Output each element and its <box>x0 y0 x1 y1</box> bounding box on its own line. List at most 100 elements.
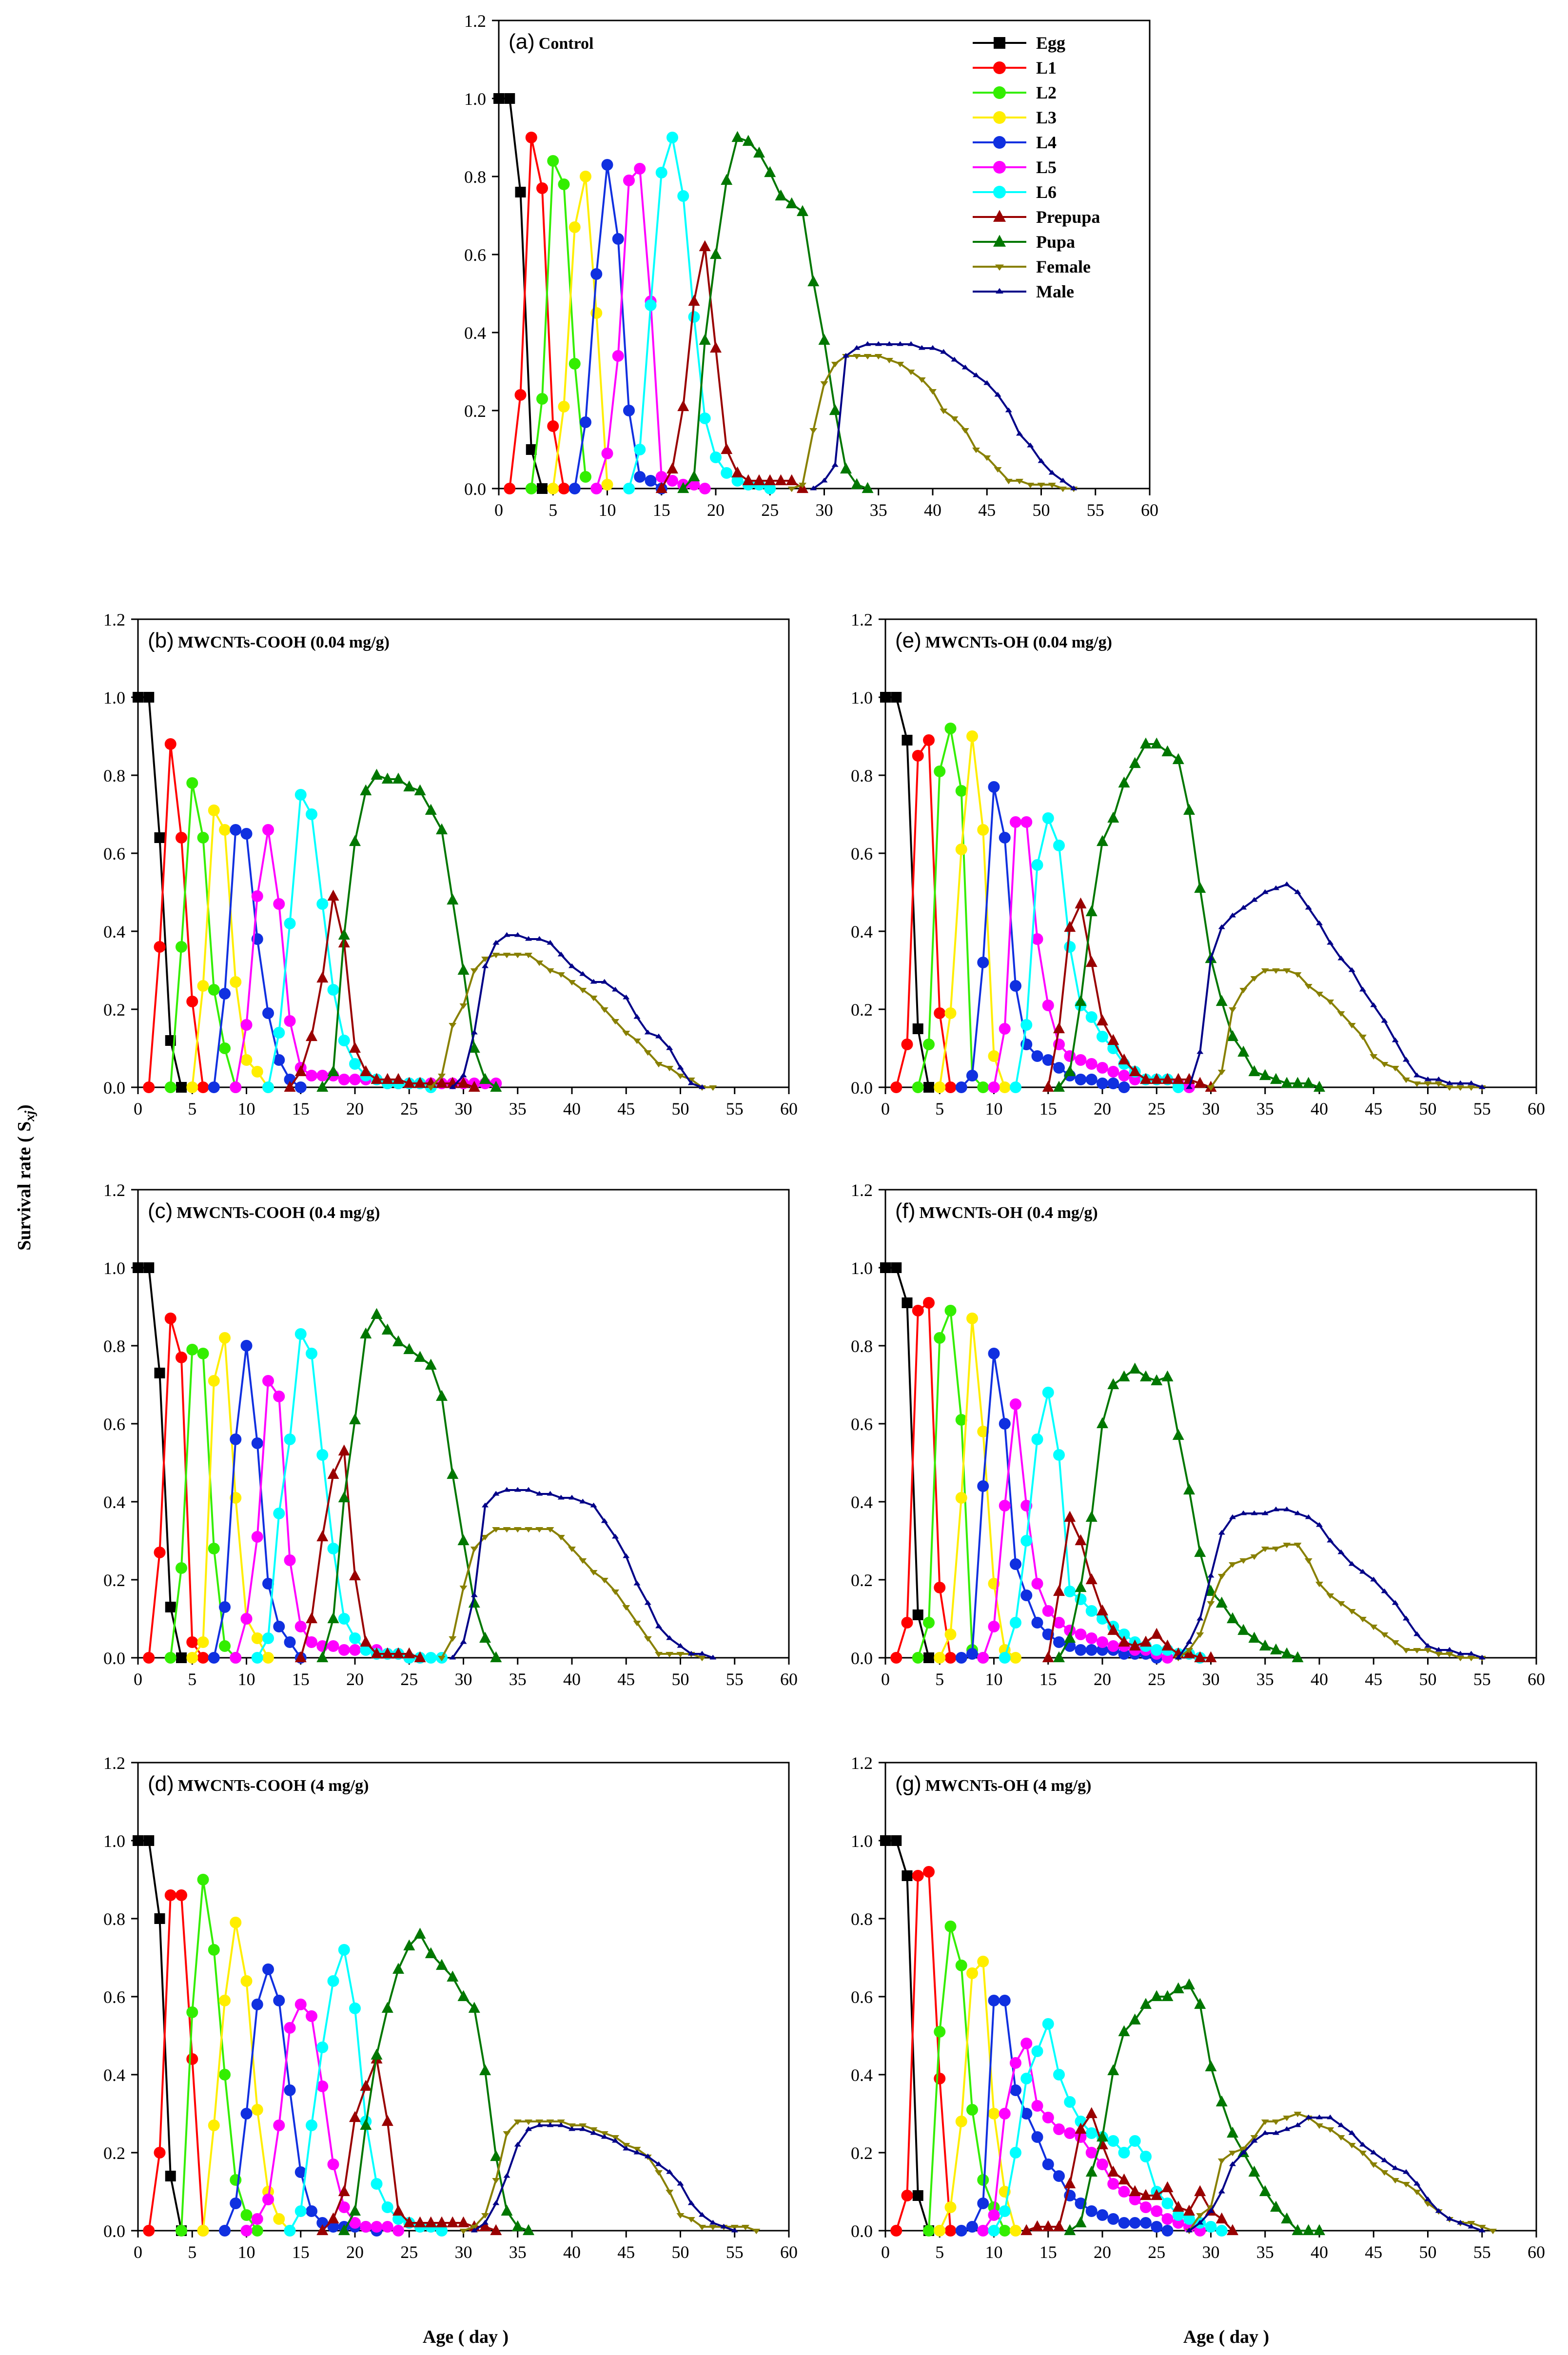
data-point <box>327 1543 339 1554</box>
x-tick-label: 25 <box>400 1099 418 1119</box>
data-point <box>219 1332 231 1344</box>
data-point <box>579 1498 587 1504</box>
data-point <box>273 1391 285 1402</box>
data-point <box>349 1632 361 1644</box>
data-point <box>392 1073 404 1084</box>
data-point <box>316 1449 329 1461</box>
data-point <box>983 455 991 461</box>
data-point <box>481 1535 489 1541</box>
data-point <box>1151 1073 1163 1084</box>
series-line <box>451 1489 713 1659</box>
data-point <box>934 1582 946 1593</box>
x-tick-label: 30 <box>1202 1099 1220 1119</box>
data-point <box>460 1639 467 1644</box>
series-line <box>180 1879 258 2232</box>
data-point <box>1370 2162 1378 2168</box>
data-point <box>525 1487 532 1492</box>
data-point <box>306 2010 317 2022</box>
data-point <box>381 2115 393 2126</box>
legend-item-l2: L2 <box>973 83 1057 102</box>
data-point <box>977 957 989 968</box>
data-point <box>1129 757 1141 768</box>
data-point <box>1305 1514 1312 1519</box>
legend-item-l1: L1 <box>973 58 1057 78</box>
data-point <box>891 692 902 703</box>
series-line <box>895 1870 952 2231</box>
data-point <box>1413 2190 1421 2196</box>
panel-title: (a) Control <box>509 30 594 54</box>
data-point <box>1294 889 1301 894</box>
data-point <box>966 1070 978 1081</box>
panel-letter: (c) <box>148 1199 173 1223</box>
x-tick-label: 35 <box>1256 1669 1274 1689</box>
data-point <box>699 334 711 345</box>
data-point <box>902 735 913 746</box>
data-point <box>688 479 700 491</box>
data-point <box>666 2169 673 2174</box>
data-point <box>447 2216 459 2228</box>
data-point <box>208 984 220 996</box>
data-point <box>655 1062 663 1068</box>
data-point <box>1172 2200 1184 2212</box>
data-point <box>579 988 587 994</box>
data-point <box>1129 1639 1141 1651</box>
data-point <box>622 1605 630 1611</box>
series-pupa <box>338 1927 534 2236</box>
data-point <box>944 1652 957 1664</box>
data-point <box>1140 1635 1152 1647</box>
data-point <box>1042 812 1054 824</box>
data-point <box>547 155 559 167</box>
data-point <box>1248 2165 1260 2177</box>
data-point <box>1194 2185 1206 2197</box>
data-point <box>392 1335 404 1347</box>
data-point <box>1161 2198 1174 2209</box>
data-point <box>1085 2127 1098 2139</box>
series-female <box>1207 968 1486 1091</box>
data-point <box>1381 1018 1388 1023</box>
series-pupa <box>1064 1978 1325 2236</box>
x-tick-label: 45 <box>978 500 996 520</box>
data-point <box>612 350 624 362</box>
legend-label: L4 <box>1036 133 1057 152</box>
x-tick-label: 30 <box>455 2242 472 2262</box>
data-point <box>479 1073 491 1084</box>
data-point <box>1129 1362 1141 1374</box>
data-point <box>436 1390 448 1401</box>
data-point <box>1434 1081 1443 1087</box>
legend: Egg L1 L2 L3 L4 L5 L6 Prepupa Pupa Female Male <box>973 33 1100 301</box>
data-point <box>1413 1631 1421 1636</box>
data-point <box>912 1870 924 1882</box>
data-point <box>875 341 882 346</box>
data-point <box>1118 2217 1130 2229</box>
data-point <box>1020 2038 1033 2049</box>
data-point <box>1161 2225 1174 2237</box>
data-point <box>1402 1648 1410 1654</box>
data-point <box>251 2213 263 2225</box>
series-line <box>1177 1509 1483 1659</box>
data-point <box>1107 1066 1119 1078</box>
data-point <box>294 1999 307 2010</box>
data-point <box>481 2213 489 2219</box>
data-point <box>327 1640 339 1652</box>
series-egg <box>133 1262 187 1663</box>
series-l6 <box>262 789 437 1093</box>
data-point <box>525 953 532 959</box>
panel-title: (f) MWCNTs-OH (0.4 mg/g) <box>895 1199 1098 1223</box>
data-point <box>709 2219 717 2225</box>
data-point <box>1313 1080 1325 1092</box>
data-point <box>810 485 817 491</box>
data-point <box>251 1437 263 1449</box>
data-point <box>1129 2185 1141 2197</box>
series-line <box>1188 883 1483 1088</box>
data-point <box>1010 980 1021 992</box>
data-point <box>988 2225 1000 2237</box>
data-point <box>677 1643 684 1648</box>
data-point <box>1326 2127 1334 2133</box>
x-tick-label: 20 <box>346 2242 364 2262</box>
data-point <box>1316 1522 1323 1527</box>
data-point <box>349 2002 361 2014</box>
series-l1 <box>143 738 209 1093</box>
data-point <box>492 953 500 959</box>
y-tick-label: 0.6 <box>464 245 486 265</box>
